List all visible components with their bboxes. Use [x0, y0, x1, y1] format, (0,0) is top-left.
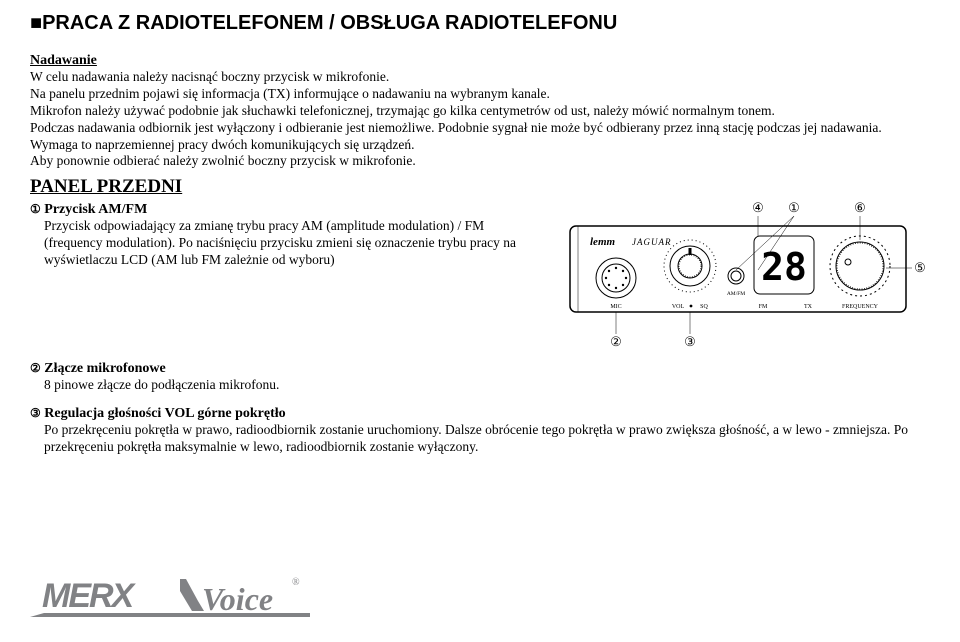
- freq-label: FREQUENCY: [842, 304, 879, 310]
- panel-heading: PANEL PRZEDNI: [30, 176, 930, 198]
- nadawanie-p4: Podczas nadawania odbiornik jest wyłączo…: [30, 120, 930, 154]
- item-3-num: ③: [30, 406, 41, 421]
- sq-label: SQ: [700, 304, 708, 310]
- tx-label: TX: [804, 304, 813, 310]
- nadawanie-section: Nadawanie W celu nadawania należy nacisn…: [30, 53, 930, 170]
- panel-left: ① Przycisk AM/FM Przycisk odpowiadający …: [30, 200, 540, 269]
- item-3-head: Regulacja głośności VOL górne pokrętło: [44, 406, 285, 421]
- item-1: ① Przycisk AM/FM Przycisk odpowiadający …: [30, 200, 540, 269]
- callout-6: ⑥: [854, 200, 866, 215]
- nadawanie-p5: Aby ponownie odbierać należy zwolnić boc…: [30, 153, 930, 170]
- mic-label: MIC: [610, 304, 621, 310]
- callout-2: ②: [610, 334, 622, 349]
- logo-reg: ®: [292, 577, 300, 588]
- item-2-body: 8 pinowe złącze do podłączenia mikrofonu…: [30, 377, 930, 394]
- item-2-num: ②: [30, 361, 41, 376]
- nadawanie-p3: Mikrofon należy używać podobnie jak słuc…: [30, 103, 930, 120]
- freq-knob: [836, 242, 884, 290]
- nadawanie-heading: Nadawanie: [30, 53, 930, 69]
- brand-text: lemm: [590, 236, 615, 248]
- callout-4: ④: [752, 200, 764, 215]
- model-text: JAGUAR: [632, 237, 672, 247]
- nadawanie-p1: W celu nadawania należy nacisnąć boczny …: [30, 69, 930, 86]
- item-3: ③ Regulacja głośności VOL górne pokrętło…: [30, 404, 930, 456]
- amfm-label: AM/FM: [727, 291, 745, 297]
- page-title: ■PRACA Z RADIOTELEFONEM / OBSŁUGA RADIOT…: [30, 12, 930, 35]
- lcd-digits: 28: [761, 245, 807, 289]
- callout-3: ③: [684, 334, 696, 349]
- panel-row: ① Przycisk AM/FM Przycisk odpowiadający …: [30, 200, 930, 355]
- item-1-head: Przycisk AM/FM: [44, 202, 147, 217]
- logo-voice: Voice: [202, 581, 273, 617]
- item-1-body: Przycisk odpowiadający za zmianę trybu p…: [30, 218, 540, 269]
- merx-voice-logo: MERX Voice ®: [30, 573, 310, 628]
- callout-5: ⑤: [914, 260, 926, 275]
- item-1-num: ①: [30, 202, 41, 217]
- callout-1: ①: [788, 200, 800, 215]
- item-2-head: Złącze mikrofonowe: [44, 361, 165, 376]
- nadawanie-p2: Na panelu przednim pojawi się informacja…: [30, 86, 930, 103]
- item-3-body: Po przekręceniu pokrętła w prawo, radioo…: [30, 422, 930, 456]
- radio-figure: ④ ① ⑥ ⑤ lemm JAGUAR MIC VOL: [560, 200, 930, 355]
- logo-merx: MERX: [42, 577, 137, 615]
- vol-label: VOL: [672, 304, 685, 310]
- item-2: ② Złącze mikrofonowe 8 pinowe złącze do …: [30, 359, 930, 394]
- fm-label: FM: [759, 304, 768, 310]
